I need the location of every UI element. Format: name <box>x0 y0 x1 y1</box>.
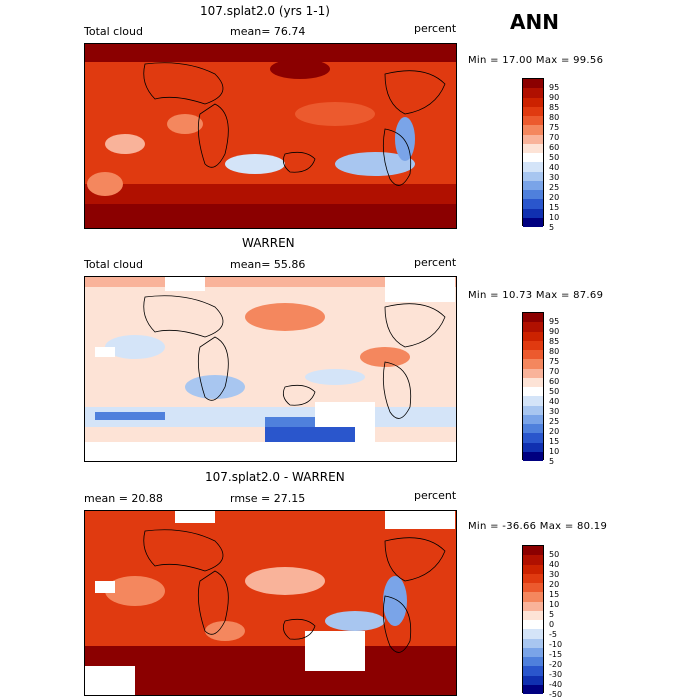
variable-label: Total cloud <box>84 258 143 271</box>
colorbar-tick: -15 <box>549 650 563 659</box>
colorbar-tick: 15 <box>549 437 560 446</box>
colorbar-tick: 40 <box>549 163 560 172</box>
colorbar-tick: -5 <box>549 630 557 639</box>
colorbar-tick: 30 <box>549 570 560 579</box>
colorbar-tick: 40 <box>549 397 560 406</box>
colorbar-tick: -40 <box>549 680 563 689</box>
colorbar-tick: 30 <box>549 407 560 416</box>
minmax-label: Min = 10.73 Max = 87.69 <box>468 290 604 301</box>
colorbar-obs <box>522 312 544 461</box>
colorbar-tick: 60 <box>549 377 560 386</box>
colorbar-tick: 5 <box>549 457 555 466</box>
colorbar-tick: 90 <box>549 93 560 102</box>
units-label: percent <box>414 489 457 502</box>
colorbar-tick: 5 <box>549 223 555 232</box>
colorbar-tick: 85 <box>549 337 560 346</box>
diff-mean-label: mean = 20.88 <box>84 492 163 505</box>
colorbar-tick: 25 <box>549 183 560 192</box>
colorbar-tick: 95 <box>549 83 560 92</box>
colorbar-tick: 75 <box>549 123 560 132</box>
colorbar-ticks: 95 90 85 80 75 70 60 50 40 30 25 20 15 1… <box>549 83 559 233</box>
colorbar-tick: 5 <box>549 610 555 619</box>
colorbar-tick: 50 <box>549 387 560 396</box>
map-obs <box>84 276 457 462</box>
colorbar-tick: -20 <box>549 660 563 669</box>
colorbar-tick: 50 <box>549 153 560 162</box>
map-diff <box>84 510 457 696</box>
map-model <box>84 43 457 229</box>
colorbar-tick: 50 <box>549 550 560 559</box>
rmse-label: rmse = 27.15 <box>230 492 306 505</box>
minmax-label: Min = -36.66 Max = 80.19 <box>468 521 608 532</box>
units-label: percent <box>414 22 457 35</box>
colorbar-tick: 10 <box>549 447 560 456</box>
colorbar-tick: 60 <box>549 143 560 152</box>
colorbar-tick: 85 <box>549 103 560 112</box>
panel-title: WARREN <box>242 236 295 250</box>
colorbar-tick: 20 <box>549 193 560 202</box>
colorbar-tick: -50 <box>549 690 563 699</box>
colorbar-tick: 15 <box>549 203 560 212</box>
colorbar-tick: 30 <box>549 173 560 182</box>
colorbar-tick: 80 <box>549 113 560 122</box>
colorbar-tick: 70 <box>549 367 560 376</box>
colorbar-tick: 80 <box>549 347 560 356</box>
colorbar-tick: -10 <box>549 640 563 649</box>
colorbar-ticks: 50 40 30 20 15 10 5 0 -5 -10 -15 -20 -30… <box>549 550 562 700</box>
colorbar-model <box>522 78 544 227</box>
units-label: percent <box>414 256 457 269</box>
panel-title: 107.splat2.0 (yrs 1-1) <box>200 4 330 18</box>
variable-label: Total cloud <box>84 25 143 38</box>
colorbar-tick: 10 <box>549 600 560 609</box>
colorbar-ticks: 95 90 85 80 75 70 60 50 40 30 25 20 15 1… <box>549 317 559 467</box>
mean-label: mean= 76.74 <box>230 25 306 38</box>
colorbar-tick: 0 <box>549 620 555 629</box>
mean-label: mean= 55.86 <box>230 258 306 271</box>
colorbar-tick: 10 <box>549 213 560 222</box>
colorbar-tick: 25 <box>549 417 560 426</box>
colorbar-tick: 15 <box>549 590 560 599</box>
season-label: ANN <box>510 10 559 34</box>
colorbar-diff <box>522 545 544 694</box>
colorbar-tick: 20 <box>549 580 560 589</box>
colorbar-tick: 95 <box>549 317 560 326</box>
colorbar-tick: 70 <box>549 133 560 142</box>
minmax-label: Min = 17.00 Max = 99.56 <box>468 55 604 66</box>
colorbar-tick: 40 <box>549 560 560 569</box>
panel-title: 107.splat2.0 - WARREN <box>205 470 345 484</box>
colorbar-tick: 90 <box>549 327 560 336</box>
colorbar-tick: 75 <box>549 357 560 366</box>
colorbar-tick: 20 <box>549 427 560 436</box>
colorbar-tick: -30 <box>549 670 563 679</box>
